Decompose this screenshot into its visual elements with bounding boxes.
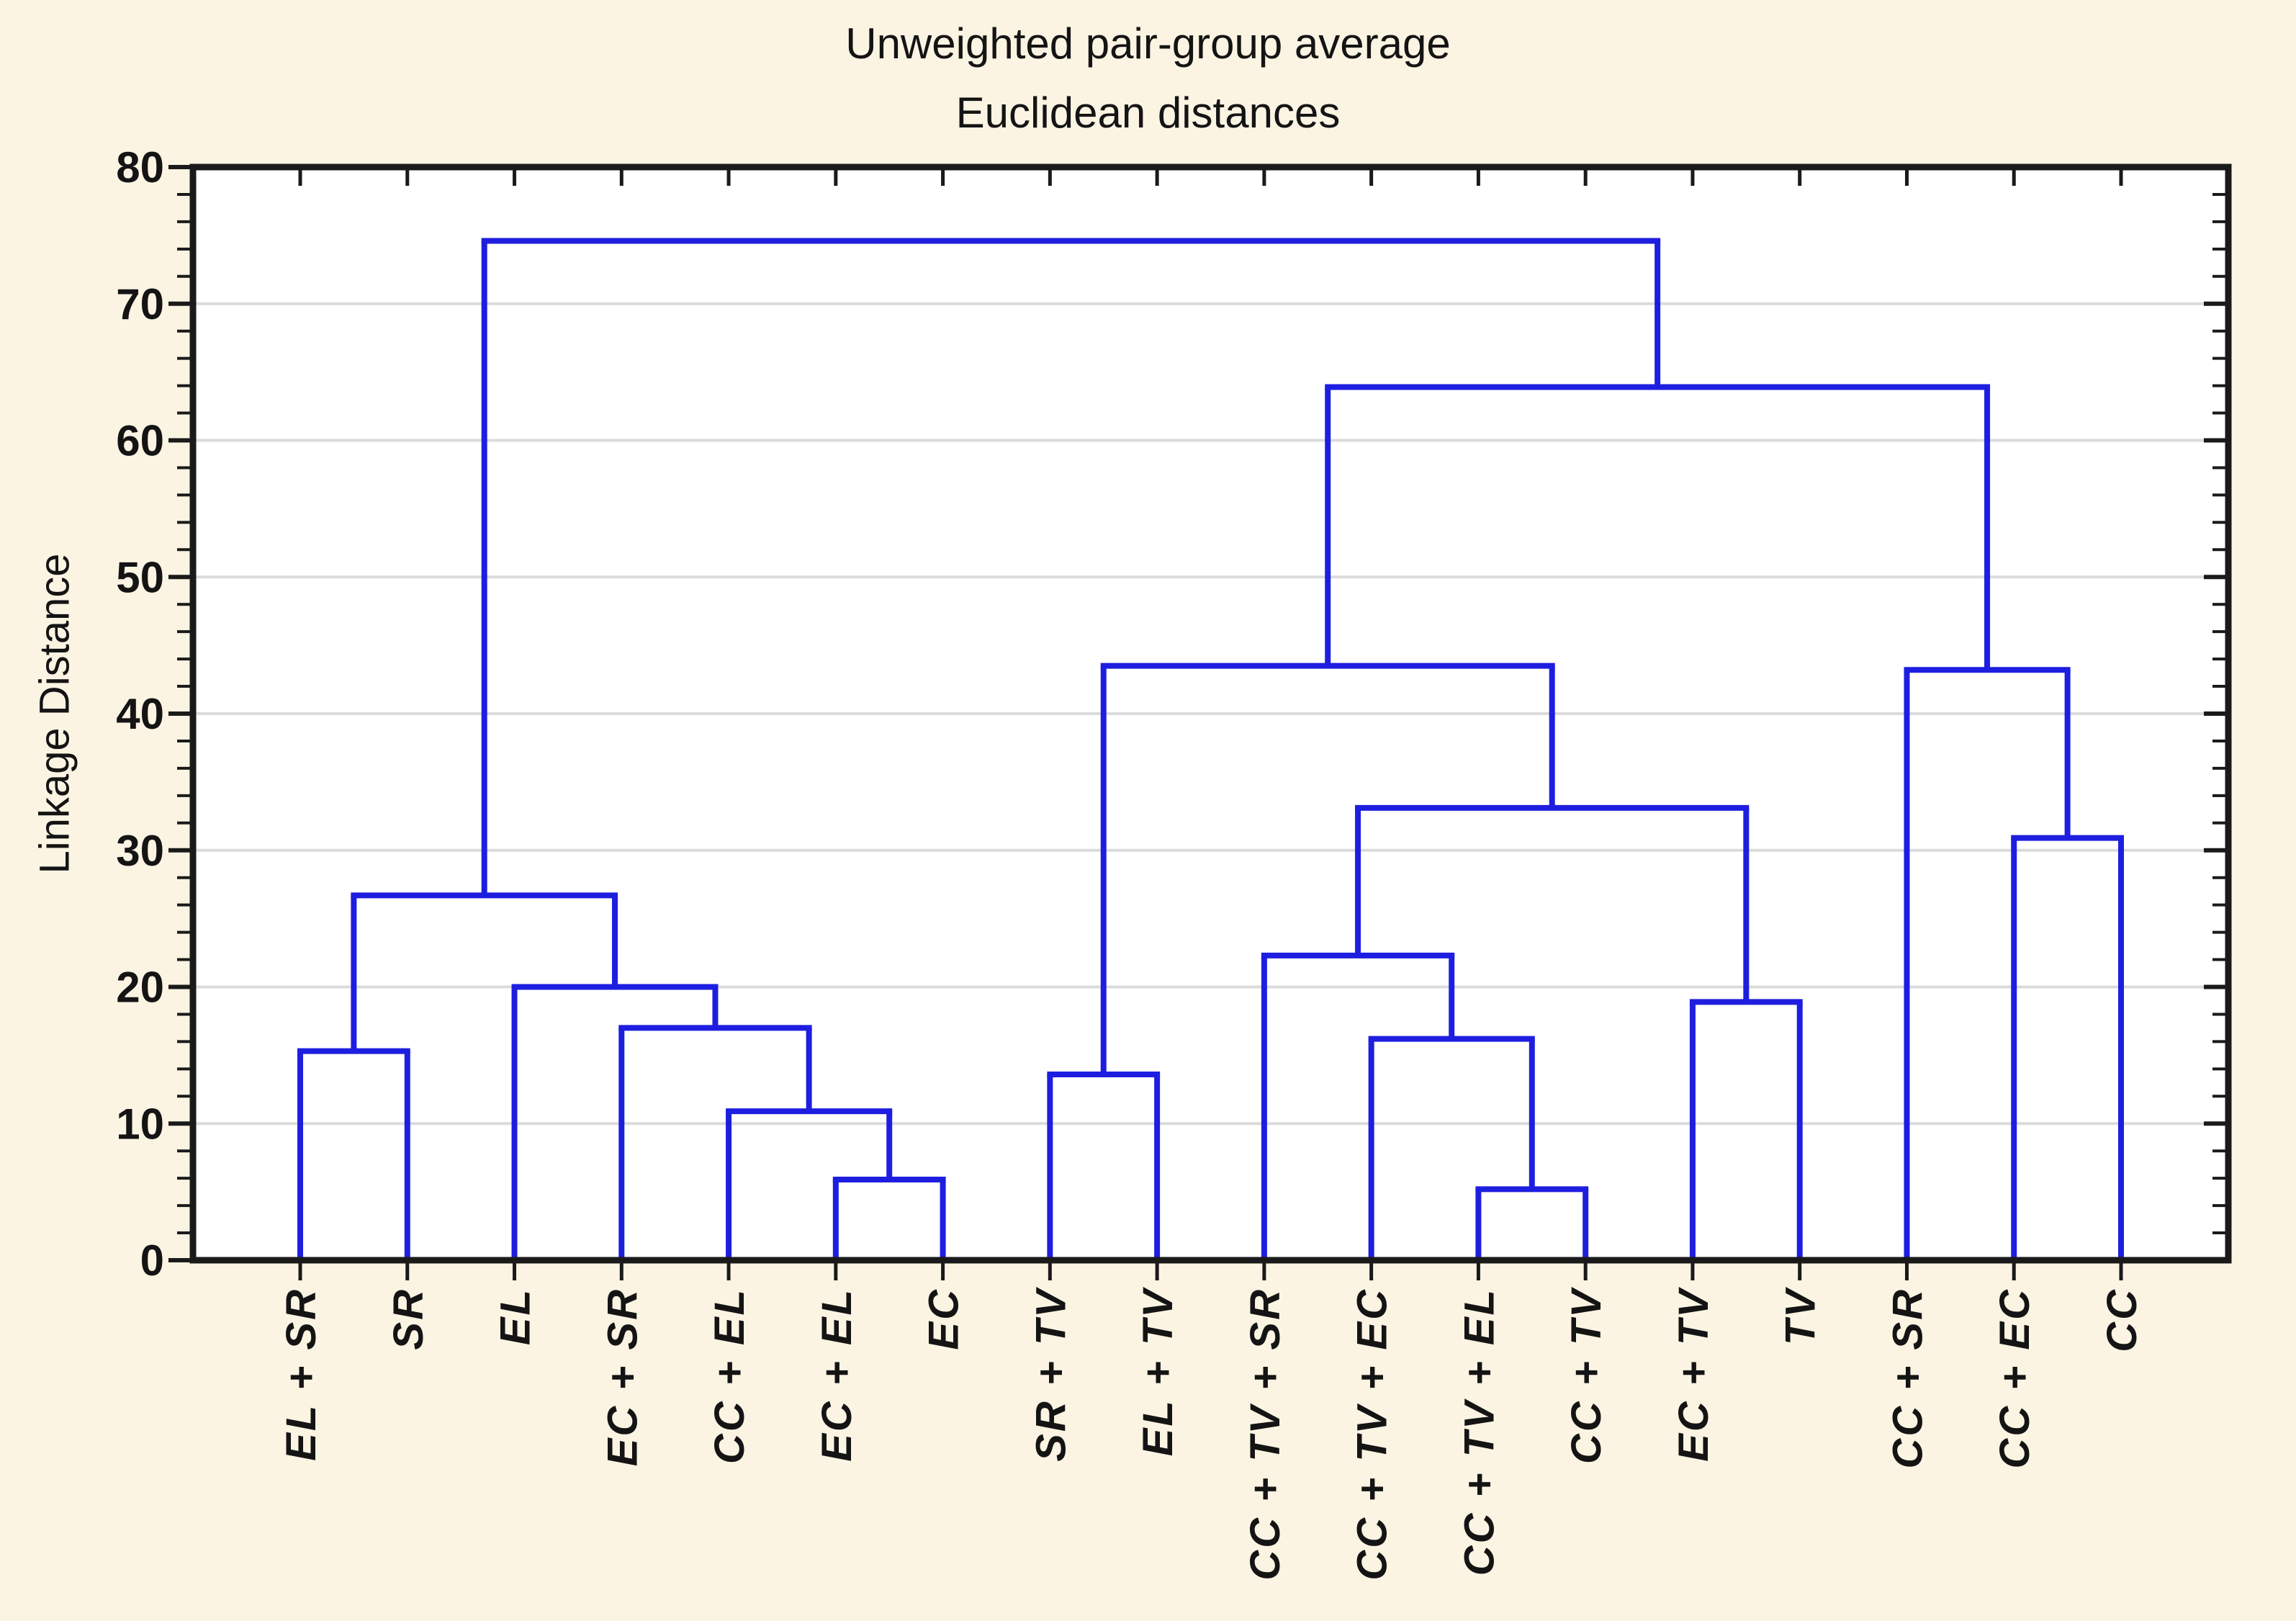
leaf-label: CC + TV + EC (1349, 1288, 1396, 1581)
leaf-label: CC + EL (706, 1288, 753, 1464)
leaf-label: TV (1778, 1287, 1824, 1345)
leaf-label: EL + SR (278, 1288, 325, 1461)
leaf-label: EL + TV (1135, 1287, 1181, 1457)
leaf-label: CC + SR (1884, 1288, 1931, 1468)
plot-frame (189, 163, 2232, 1264)
y-tick-label: 80 (116, 143, 164, 192)
y-tick-label: 50 (116, 553, 164, 601)
y-tick-label: 70 (116, 280, 164, 328)
leaf-label: EL (492, 1288, 539, 1345)
leaf-label: SR + TV (1027, 1287, 1074, 1462)
leaf-label: EC + EL (814, 1288, 860, 1462)
leaf-label: CC (2099, 1288, 2146, 1352)
leaf-label: CC + TV + EL (1456, 1288, 1503, 1576)
leaf-label: SR (385, 1288, 432, 1350)
y-tick-label: 0 (140, 1236, 164, 1285)
leaf-label: CC + TV (1563, 1287, 1610, 1464)
chart-title: Unweighted pair-group average (845, 19, 1451, 68)
y-tick-label: 40 (116, 690, 164, 738)
leaf-label: EC (921, 1288, 968, 1350)
y-tick-label: 20 (116, 964, 164, 1012)
y-tick-label: 30 (116, 827, 164, 875)
leaf-label: CC + TV + SR (1242, 1288, 1289, 1581)
chart-subtitle: Euclidean distances (955, 89, 1341, 137)
y-tick-label: 10 (116, 1100, 164, 1148)
y-tick-label: 60 (116, 417, 164, 465)
leaf-label: EC + TV (1670, 1287, 1717, 1462)
leaf-label: EC + SR (599, 1288, 646, 1466)
leaf-label: CC + EC (1991, 1288, 2038, 1468)
